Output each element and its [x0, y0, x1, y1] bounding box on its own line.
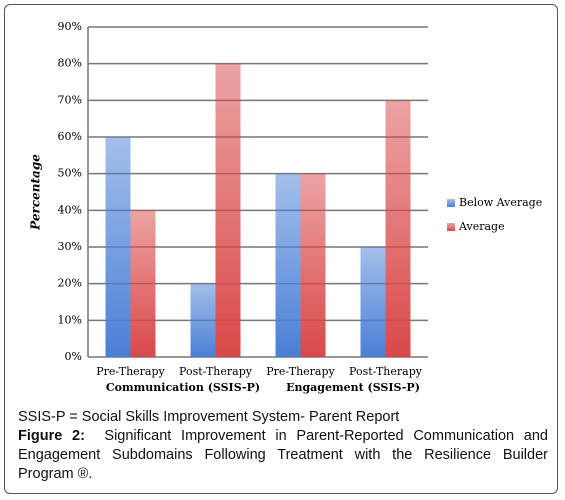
x-tick-label: Post-Therapy	[179, 365, 253, 378]
x-tick-label: Post-Therapy	[349, 365, 423, 378]
bar	[105, 137, 131, 357]
y-tick-label: 80%	[58, 57, 82, 70]
y-tick-label: 90%	[58, 20, 82, 33]
y-tick-label: 70%	[58, 93, 82, 106]
y-tick-label: 40%	[58, 203, 82, 216]
legend-label: Below Average	[459, 196, 542, 209]
x-tick-label: Pre-Therapy	[96, 365, 165, 378]
figure-label: Figure 2:	[18, 428, 85, 444]
caption-text: Significant Improvement in Parent-Report…	[18, 428, 548, 482]
figure-frame	[4, 4, 558, 494]
legend-swatch	[447, 223, 455, 231]
y-axis-label: Percentage	[29, 154, 43, 231]
y-tick-label: 20%	[58, 277, 82, 290]
y-tick-label: 30%	[58, 240, 82, 253]
legend-swatch	[447, 199, 455, 207]
bar	[360, 247, 386, 357]
bar	[275, 173, 301, 357]
bar	[385, 100, 411, 357]
y-tick-label: 50%	[58, 167, 82, 180]
bar	[300, 173, 326, 357]
x-tick-label: Pre-Therapy	[266, 365, 335, 378]
bar	[190, 283, 216, 357]
y-tick-label: 0%	[65, 350, 82, 363]
legend-label: Average	[458, 220, 505, 233]
group-label: Engagement (SSIS-P)	[286, 381, 420, 394]
y-tick-label: 10%	[58, 313, 82, 326]
bar	[130, 210, 156, 357]
caption-note: SSIS-P = Social Skills Improvement Syste…	[18, 409, 400, 425]
bar	[215, 63, 241, 358]
group-label: Communication (SSIS-P)	[106, 381, 260, 394]
y-tick-label: 60%	[58, 130, 82, 143]
caption-body: Figure 2: Significant Improvement in Par…	[18, 427, 548, 484]
chart: Percentage 0% 10% 20% 30% 40% 50% 60% 70% 80% 90%…	[29, 20, 543, 394]
caption: SSIS-P = Social Skills Improvement Syste…	[18, 408, 548, 484]
